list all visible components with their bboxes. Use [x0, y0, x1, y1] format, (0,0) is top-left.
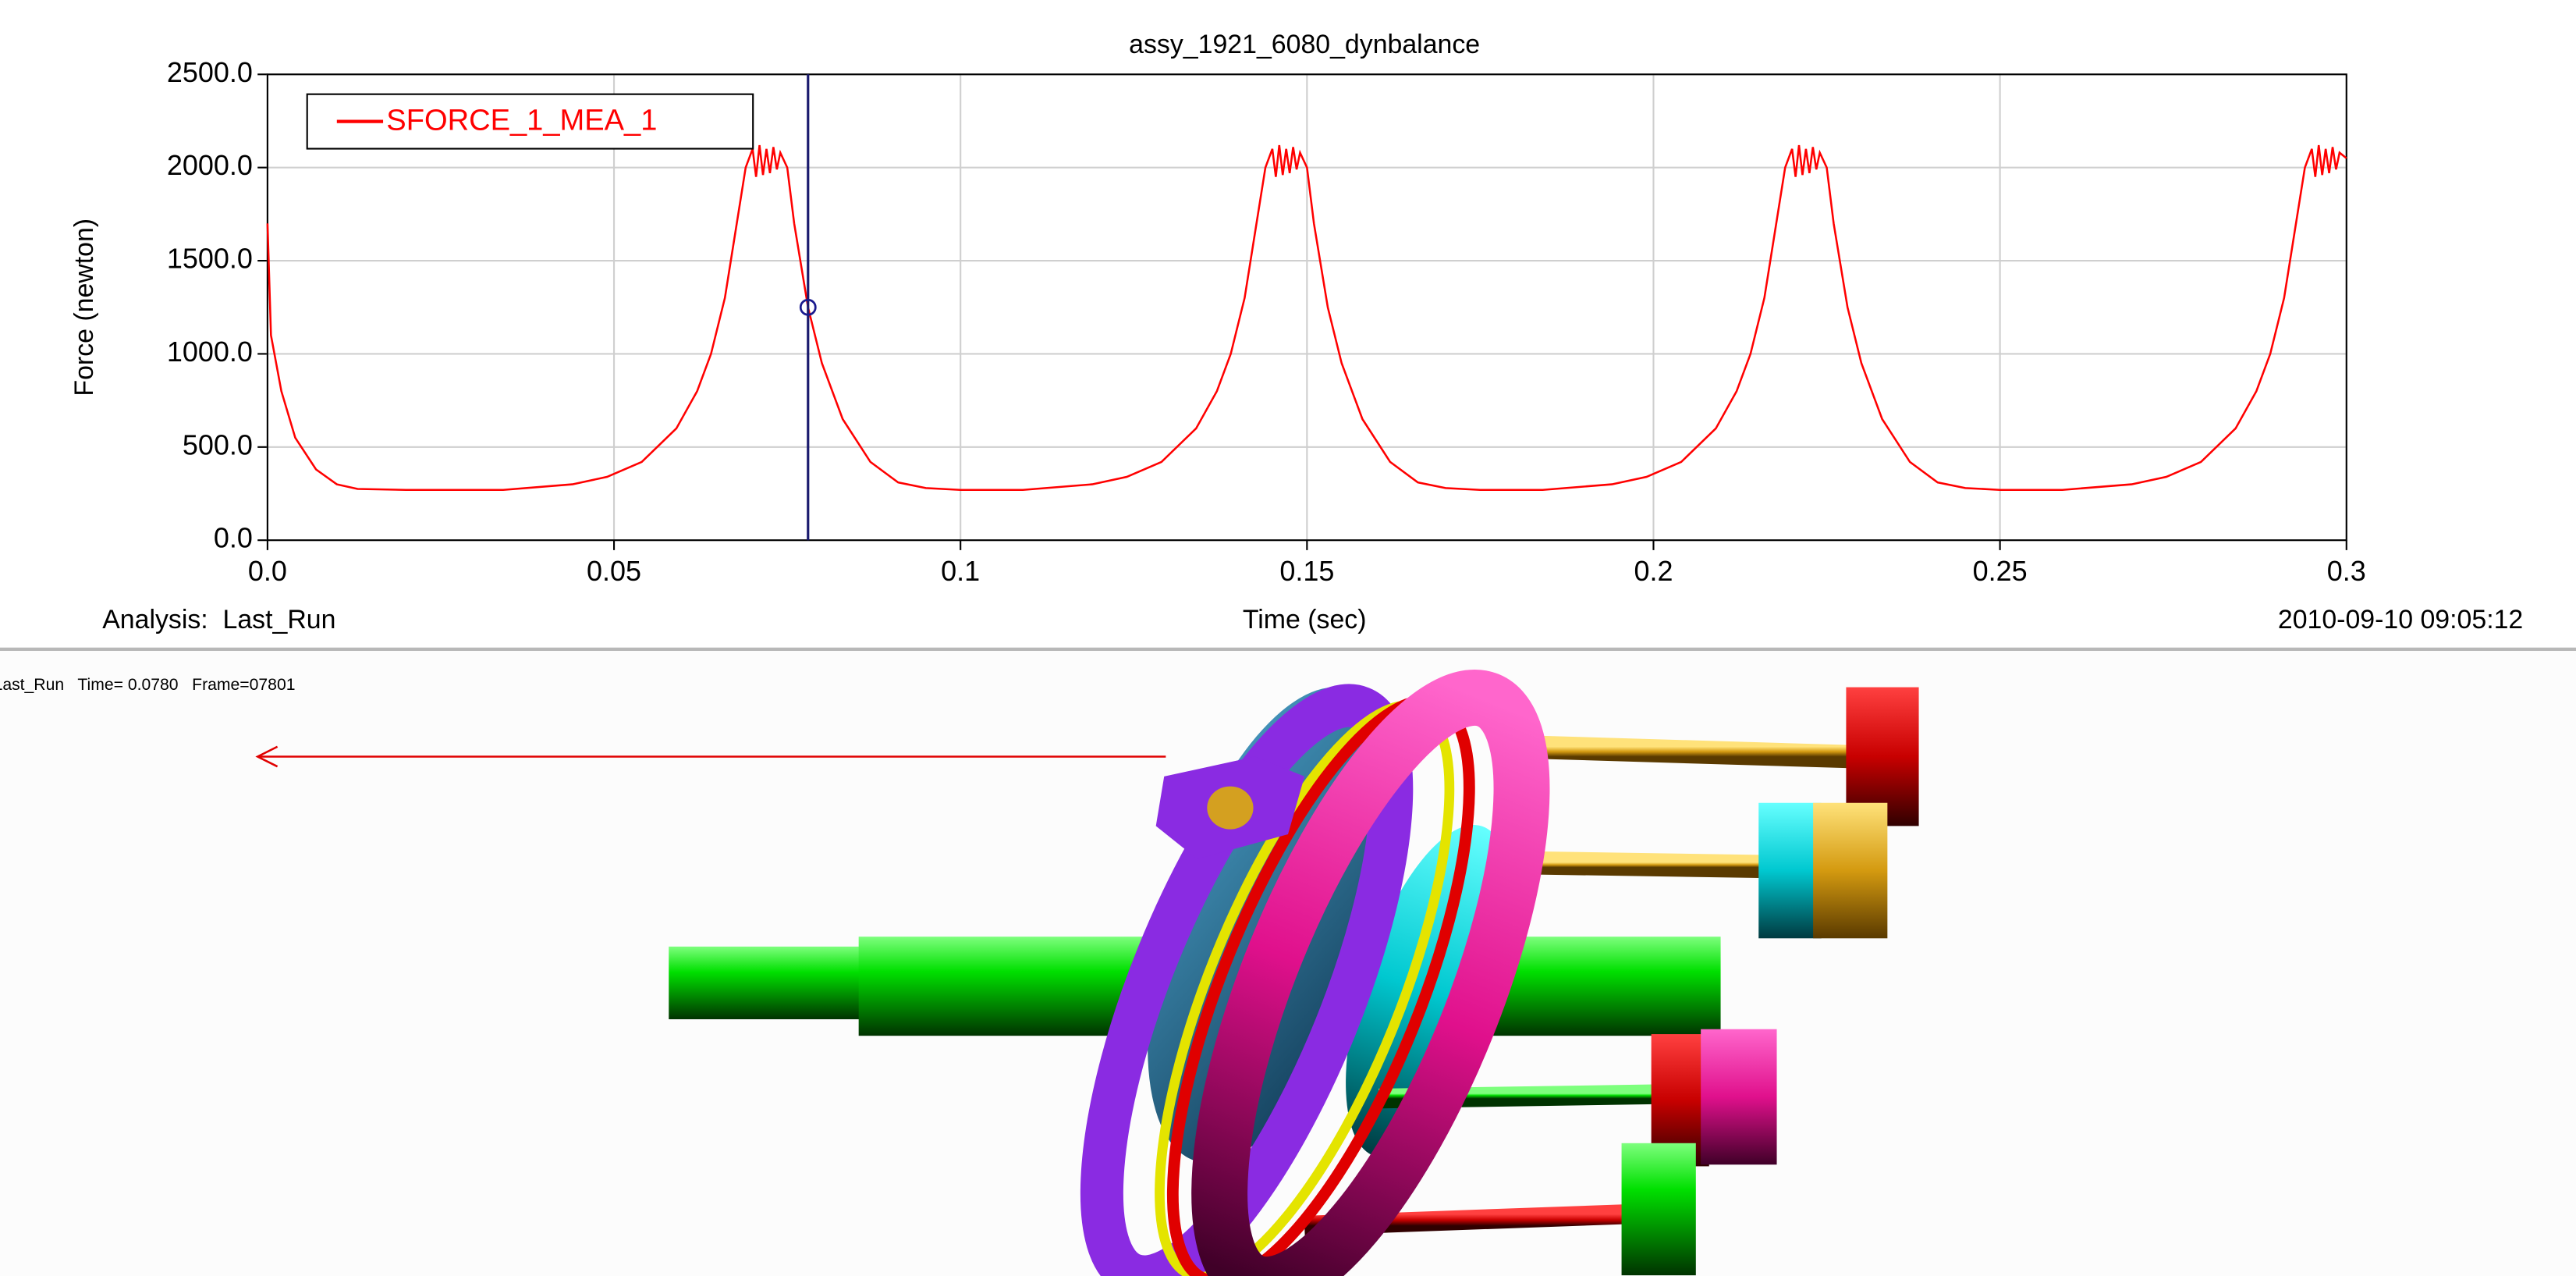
analysis-label: Analysis: Last_Run: [102, 605, 335, 634]
piston: [1701, 1029, 1776, 1165]
y-tick-label: 2500.0: [167, 56, 253, 88]
y-tick-label: 0.0: [214, 522, 253, 554]
y-tick-label: 1000.0: [167, 336, 253, 368]
viewport-status: Last_Run Time= 0.0780 Frame=07801: [0, 676, 295, 694]
chart-title: assy_1921_6080_dynbalance: [1129, 30, 1480, 59]
x-tick-label: 0.05: [587, 555, 641, 587]
y-tick-label: 500.0: [183, 428, 253, 460]
chart: 0.0 500.0 1000.0 1500.0 2000.0 2500.0 0.0 0.05 0…: [167, 56, 2366, 587]
y-axis-label: Force (newton): [69, 219, 99, 396]
screenshot: assy_1921_6080_dynbalance Force (newton)…: [0, 0, 2576, 1276]
y-tick-label: 1500.0: [167, 243, 253, 275]
piston: [1813, 803, 1887, 939]
x-tick-label: 0.3: [2327, 555, 2366, 587]
shaft-thin: [669, 947, 867, 1019]
timestamp: 2010-09-10 09:05:12: [2278, 605, 2523, 634]
legend-label: SFORCE_1_MEA_1: [386, 105, 657, 137]
x-axis-label: Time (sec): [1243, 605, 1367, 634]
x-tick-label: 0.15: [1279, 555, 1334, 587]
y-tick-label: 2000.0: [167, 149, 253, 181]
pin: [1207, 787, 1253, 830]
x-tick-label: 0.0: [248, 555, 287, 587]
piston: [1622, 1143, 1696, 1275]
x-tick-label: 0.2: [1634, 555, 1673, 587]
page: {"window": {"viewport_status": "Last_Run…: [0, 0, 2576, 1276]
rod: [1519, 747, 1849, 757]
x-tick-label: 0.1: [941, 555, 980, 587]
piston: [1758, 803, 1821, 939]
x-tick-label: 0.25: [1973, 555, 2028, 587]
